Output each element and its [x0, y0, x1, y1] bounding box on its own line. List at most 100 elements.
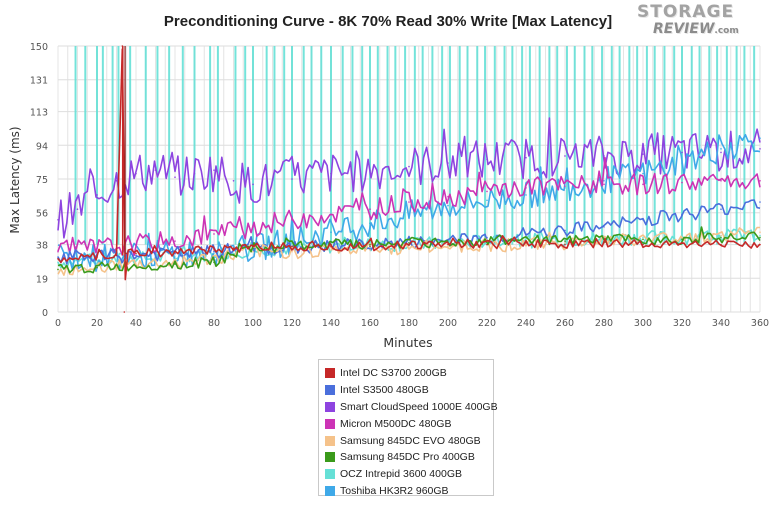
- data-point: [564, 240, 566, 242]
- legend-item: Samsung 845DC Pro 400GB: [325, 449, 493, 466]
- x-tick-label: 320: [673, 318, 691, 329]
- data-point: [603, 179, 605, 182]
- chart-title: Preconditioning Curve - 8K 70% Read 30% …: [164, 13, 612, 30]
- x-tick-label: 80: [208, 318, 220, 329]
- data-point: [447, 204, 449, 207]
- data-point: [603, 226, 605, 228]
- legend-label: Intel DC S3700 200GB: [340, 367, 447, 380]
- x-tick-label: 100: [244, 318, 262, 329]
- x-tick-label: 240: [517, 318, 535, 329]
- data-point: [174, 250, 176, 253]
- data-point: [57, 250, 59, 253]
- data-point: [447, 245, 449, 248]
- data-point: [135, 243, 137, 246]
- x-tick-label: 160: [361, 318, 379, 329]
- legend-item: Intel S3500 480GB: [325, 382, 493, 399]
- y-tick-label: 150: [30, 42, 48, 53]
- y-tick-label: 94: [36, 141, 48, 152]
- data-point: [330, 172, 332, 175]
- x-tick-label: 280: [595, 318, 613, 329]
- logo-suffix: .com: [714, 26, 739, 36]
- data-point: [564, 185, 566, 187]
- data-point: [720, 148, 722, 150]
- data-point: [115, 254, 118, 257]
- data-point: [603, 183, 605, 186]
- data-point: [135, 263, 137, 265]
- data-point: [603, 242, 605, 244]
- data-point: [759, 243, 761, 246]
- data-point: [642, 218, 644, 221]
- y-tick-label: 131: [30, 76, 48, 87]
- data-point: [642, 153, 644, 155]
- data-point: [486, 199, 488, 202]
- data-point: [96, 247, 98, 249]
- y-tick-label: 56: [36, 209, 48, 220]
- data-point: [213, 233, 215, 235]
- data-point: [759, 234, 761, 237]
- legend-swatch: [325, 385, 335, 396]
- data-point: [96, 266, 98, 269]
- data-point: [681, 242, 683, 244]
- data-point: [193, 172, 196, 175]
- data-point: [369, 249, 371, 251]
- data-point: [369, 169, 371, 171]
- data-point: [408, 242, 410, 244]
- data-point: [759, 231, 761, 233]
- x-tick-label: 40: [130, 318, 142, 329]
- chart-legend: Intel DC S3700 200GB Intel S3500 480GB Sma…: [318, 359, 498, 497]
- data-point: [681, 162, 683, 164]
- data-point: [135, 254, 137, 257]
- data-point: [564, 187, 566, 189]
- data-point: [96, 194, 98, 196]
- data-point: [759, 236, 761, 239]
- data-point: [57, 218, 59, 221]
- x-tick-label: 120: [283, 318, 301, 329]
- data-point: [57, 261, 59, 264]
- data-point: [525, 156, 527, 159]
- data-point: [369, 208, 371, 210]
- data-point: [408, 247, 410, 249]
- data-point: [564, 242, 566, 244]
- data-point: [135, 252, 137, 255]
- data-point: [642, 238, 644, 241]
- tick-labels: 0 19 38 56 75 94 113 131 150 0 20 40 60 80 100 120 140 16…: [30, 42, 769, 329]
- legend-label: Intel S3500 480GB: [340, 384, 429, 397]
- legend-label: Toshiba HK3R2 960GB: [340, 484, 449, 497]
- data-point: [252, 183, 254, 186]
- x-axis-label: Minutes: [383, 335, 432, 350]
- series-layer: [57, 45, 761, 313]
- data-point: [135, 172, 137, 175]
- data-point: [330, 213, 332, 216]
- data-point: [115, 179, 118, 182]
- y-tick-label: 0: [42, 308, 48, 319]
- data-point: [213, 250, 215, 253]
- logo-line2: REVIEW.com: [653, 22, 739, 36]
- y-tick-label: 38: [36, 241, 48, 252]
- y-tick-label: 113: [30, 108, 48, 119]
- data-point: [681, 236, 683, 239]
- data-point: [123, 311, 126, 313]
- data-point: [642, 172, 644, 175]
- data-point: [759, 179, 761, 182]
- x-tick-label: 260: [556, 318, 574, 329]
- legend-item: OCZ Intrepid 3600 400GB: [325, 466, 493, 483]
- y-axis-label: Max Latency (ms): [8, 126, 22, 233]
- legend-swatch: [325, 452, 335, 463]
- data-point: [720, 234, 722, 237]
- data-point: [408, 213, 410, 216]
- legend-label: OCZ Intrepid 3600 400GB: [340, 468, 462, 481]
- data-point: [330, 231, 332, 233]
- data-point: [330, 249, 332, 251]
- data-point: [447, 243, 449, 246]
- legend-swatch: [325, 485, 335, 496]
- data-point: [369, 222, 371, 225]
- data-point: [408, 165, 410, 168]
- data-point: [96, 256, 98, 258]
- legend-swatch: [325, 469, 335, 480]
- data-point: [291, 178, 293, 180]
- data-point: [252, 250, 254, 253]
- legend-swatch: [325, 401, 335, 412]
- data-point: [720, 236, 722, 239]
- data-point: [564, 155, 566, 157]
